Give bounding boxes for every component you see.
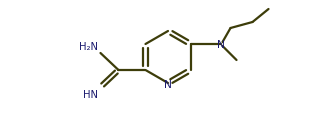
Text: N: N xyxy=(164,79,172,89)
Text: N: N xyxy=(217,39,225,49)
Text: H₂N: H₂N xyxy=(80,42,98,52)
Text: HN: HN xyxy=(83,89,98,99)
